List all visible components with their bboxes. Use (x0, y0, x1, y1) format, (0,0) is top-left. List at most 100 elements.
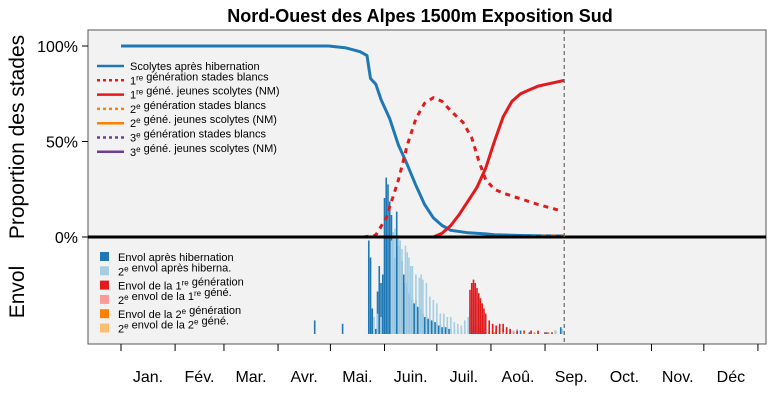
flight-bar-light_blue (467, 317, 470, 334)
flight-bar-blue (545, 332, 548, 334)
flight-bar-blue (383, 198, 386, 334)
x-tick-label-month: Jan. (133, 369, 163, 386)
flight-bar-light_blue (422, 279, 424, 334)
flight-bar-light_blue (446, 317, 449, 334)
series-line-3 (121, 78, 565, 239)
y-axis-label-proportion: Proportion des stades (6, 35, 29, 239)
series-line-2 (363, 96, 560, 239)
flight-bar-blue (341, 323, 344, 334)
flight-bar-orange (493, 332, 496, 334)
legend-label: 2e géné. jeunes scolytes (NM) (130, 114, 277, 130)
flight-bar-red (469, 289, 471, 334)
flight-bar-light_blue (406, 252, 408, 334)
legend-label: 3e géné. jeunes scolytes (NM) (130, 143, 277, 159)
flight-bar-red (470, 283, 473, 334)
flight-bar-red (530, 330, 532, 334)
flight-bar-blue (416, 306, 419, 334)
x-tick-label-month: Oct. (610, 369, 639, 386)
legend-label: 2e envol de la 1re géné. (118, 287, 232, 307)
flight-bar-red (488, 320, 490, 334)
flight-bar-red (472, 279, 475, 334)
legend-bar-swatch (100, 309, 109, 319)
legend-label: 2e envol de la 2e géné. (118, 316, 229, 336)
flight-bar-blue (381, 274, 384, 334)
flight-bar-blue (313, 320, 316, 334)
flight-bar-red (481, 303, 484, 334)
flight-bar-blue (441, 327, 443, 334)
flight-bar-light_blue (450, 317, 452, 334)
legend-bar-swatch (100, 280, 109, 290)
flight-bar-blue (380, 283, 382, 334)
flight-bar-light_blue (439, 313, 442, 334)
flight-bar-light_blue (436, 303, 438, 334)
flight-bar-red (476, 288, 478, 334)
flight-bar-light_blue (443, 313, 445, 334)
x-tick-label-month: Avr. (291, 369, 318, 386)
legend-label: Envol de la 2e génération (118, 305, 241, 321)
flight-bar-blue (374, 328, 377, 334)
flight-bar-blue (385, 177, 388, 334)
legend-label: 1re génération stades blancs (130, 71, 269, 87)
flight-bar-light_blue (376, 313, 379, 334)
x-tick-label-month: Mai. (342, 369, 372, 386)
flight-bar-light_blue (415, 274, 417, 334)
flight-bar-red (505, 327, 508, 334)
flight-bar-light_blue (456, 323, 459, 334)
legend-label: 2e génération stades blancs (130, 100, 266, 116)
flight-bar-red (498, 323, 501, 334)
flight-bar-blue (369, 257, 372, 334)
legend-bar-swatch (100, 323, 109, 333)
flight-bar-blue (519, 330, 522, 334)
legend-label: 1re géné. jeunes scolytes (NM) (130, 86, 280, 102)
flight-bar-light_blue (429, 296, 431, 334)
flight-bar-light_blue (409, 266, 412, 334)
legend-label: 3e génération stades blancs (130, 129, 266, 145)
flight-bar-blue (413, 303, 415, 334)
flight-bar-light_blue (411, 266, 414, 334)
flight-bar-light_blue (425, 283, 428, 334)
flight-bar-red (477, 293, 480, 334)
flight-bar-light_blue (418, 277, 421, 334)
x-tick-label-month: Aoû. (502, 369, 535, 386)
x-tick-label-month: Juin. (394, 369, 428, 386)
flight-bar-blue (437, 325, 440, 334)
flight-bar-blue (402, 274, 405, 334)
flight-bar-light_blue (432, 300, 435, 334)
flight-bar-blue (388, 201, 391, 334)
x-tick-label-month: Fév. (185, 369, 215, 386)
flight-bar-red (484, 313, 487, 334)
flight-bar-light_blue (404, 245, 407, 334)
flight-bar-light_blue (394, 228, 396, 334)
flight-bar-light_blue (397, 235, 400, 334)
flight-bar-blue (367, 240, 370, 334)
flight-bar-red (551, 332, 553, 334)
flight-bar-red (483, 308, 485, 334)
flight-bar-blue (434, 322, 436, 334)
flight-bar-red (491, 323, 494, 334)
series-line-1 (121, 44, 565, 238)
legend-label: 2e envol après hiberna. (118, 262, 231, 278)
y-tick-label: 50% (46, 135, 78, 152)
chart-title: Nord-Ouest des Alpes 1500m Exposition Su… (227, 6, 612, 26)
flight-bar-red (537, 330, 539, 334)
flight-bar-blue (376, 291, 379, 334)
flight-bar-red (479, 298, 482, 334)
flight-bar-light_blue (420, 274, 422, 334)
flight-bar-blue (528, 332, 531, 334)
flight-bar-orange (502, 332, 504, 334)
x-tick-label-month: Mar. (235, 369, 266, 386)
x-tick-label-month: Juil. (450, 369, 478, 386)
flight-bar-light_blue (401, 249, 403, 334)
flight-bar-orange (547, 332, 550, 334)
flight-bar-blue (423, 317, 426, 334)
y-tick-label: 100% (37, 39, 78, 56)
flight-bar-blue (395, 211, 398, 334)
flight-bar-light_blue (380, 317, 382, 334)
flight-bar-blue (559, 327, 562, 334)
legend-label: Envol après hibernation (118, 252, 234, 264)
legend-label: Envol de la 1re génération (118, 277, 244, 293)
legend-label: Scolytes après hibernation (130, 61, 260, 73)
legend-bar-swatch (100, 252, 109, 261)
